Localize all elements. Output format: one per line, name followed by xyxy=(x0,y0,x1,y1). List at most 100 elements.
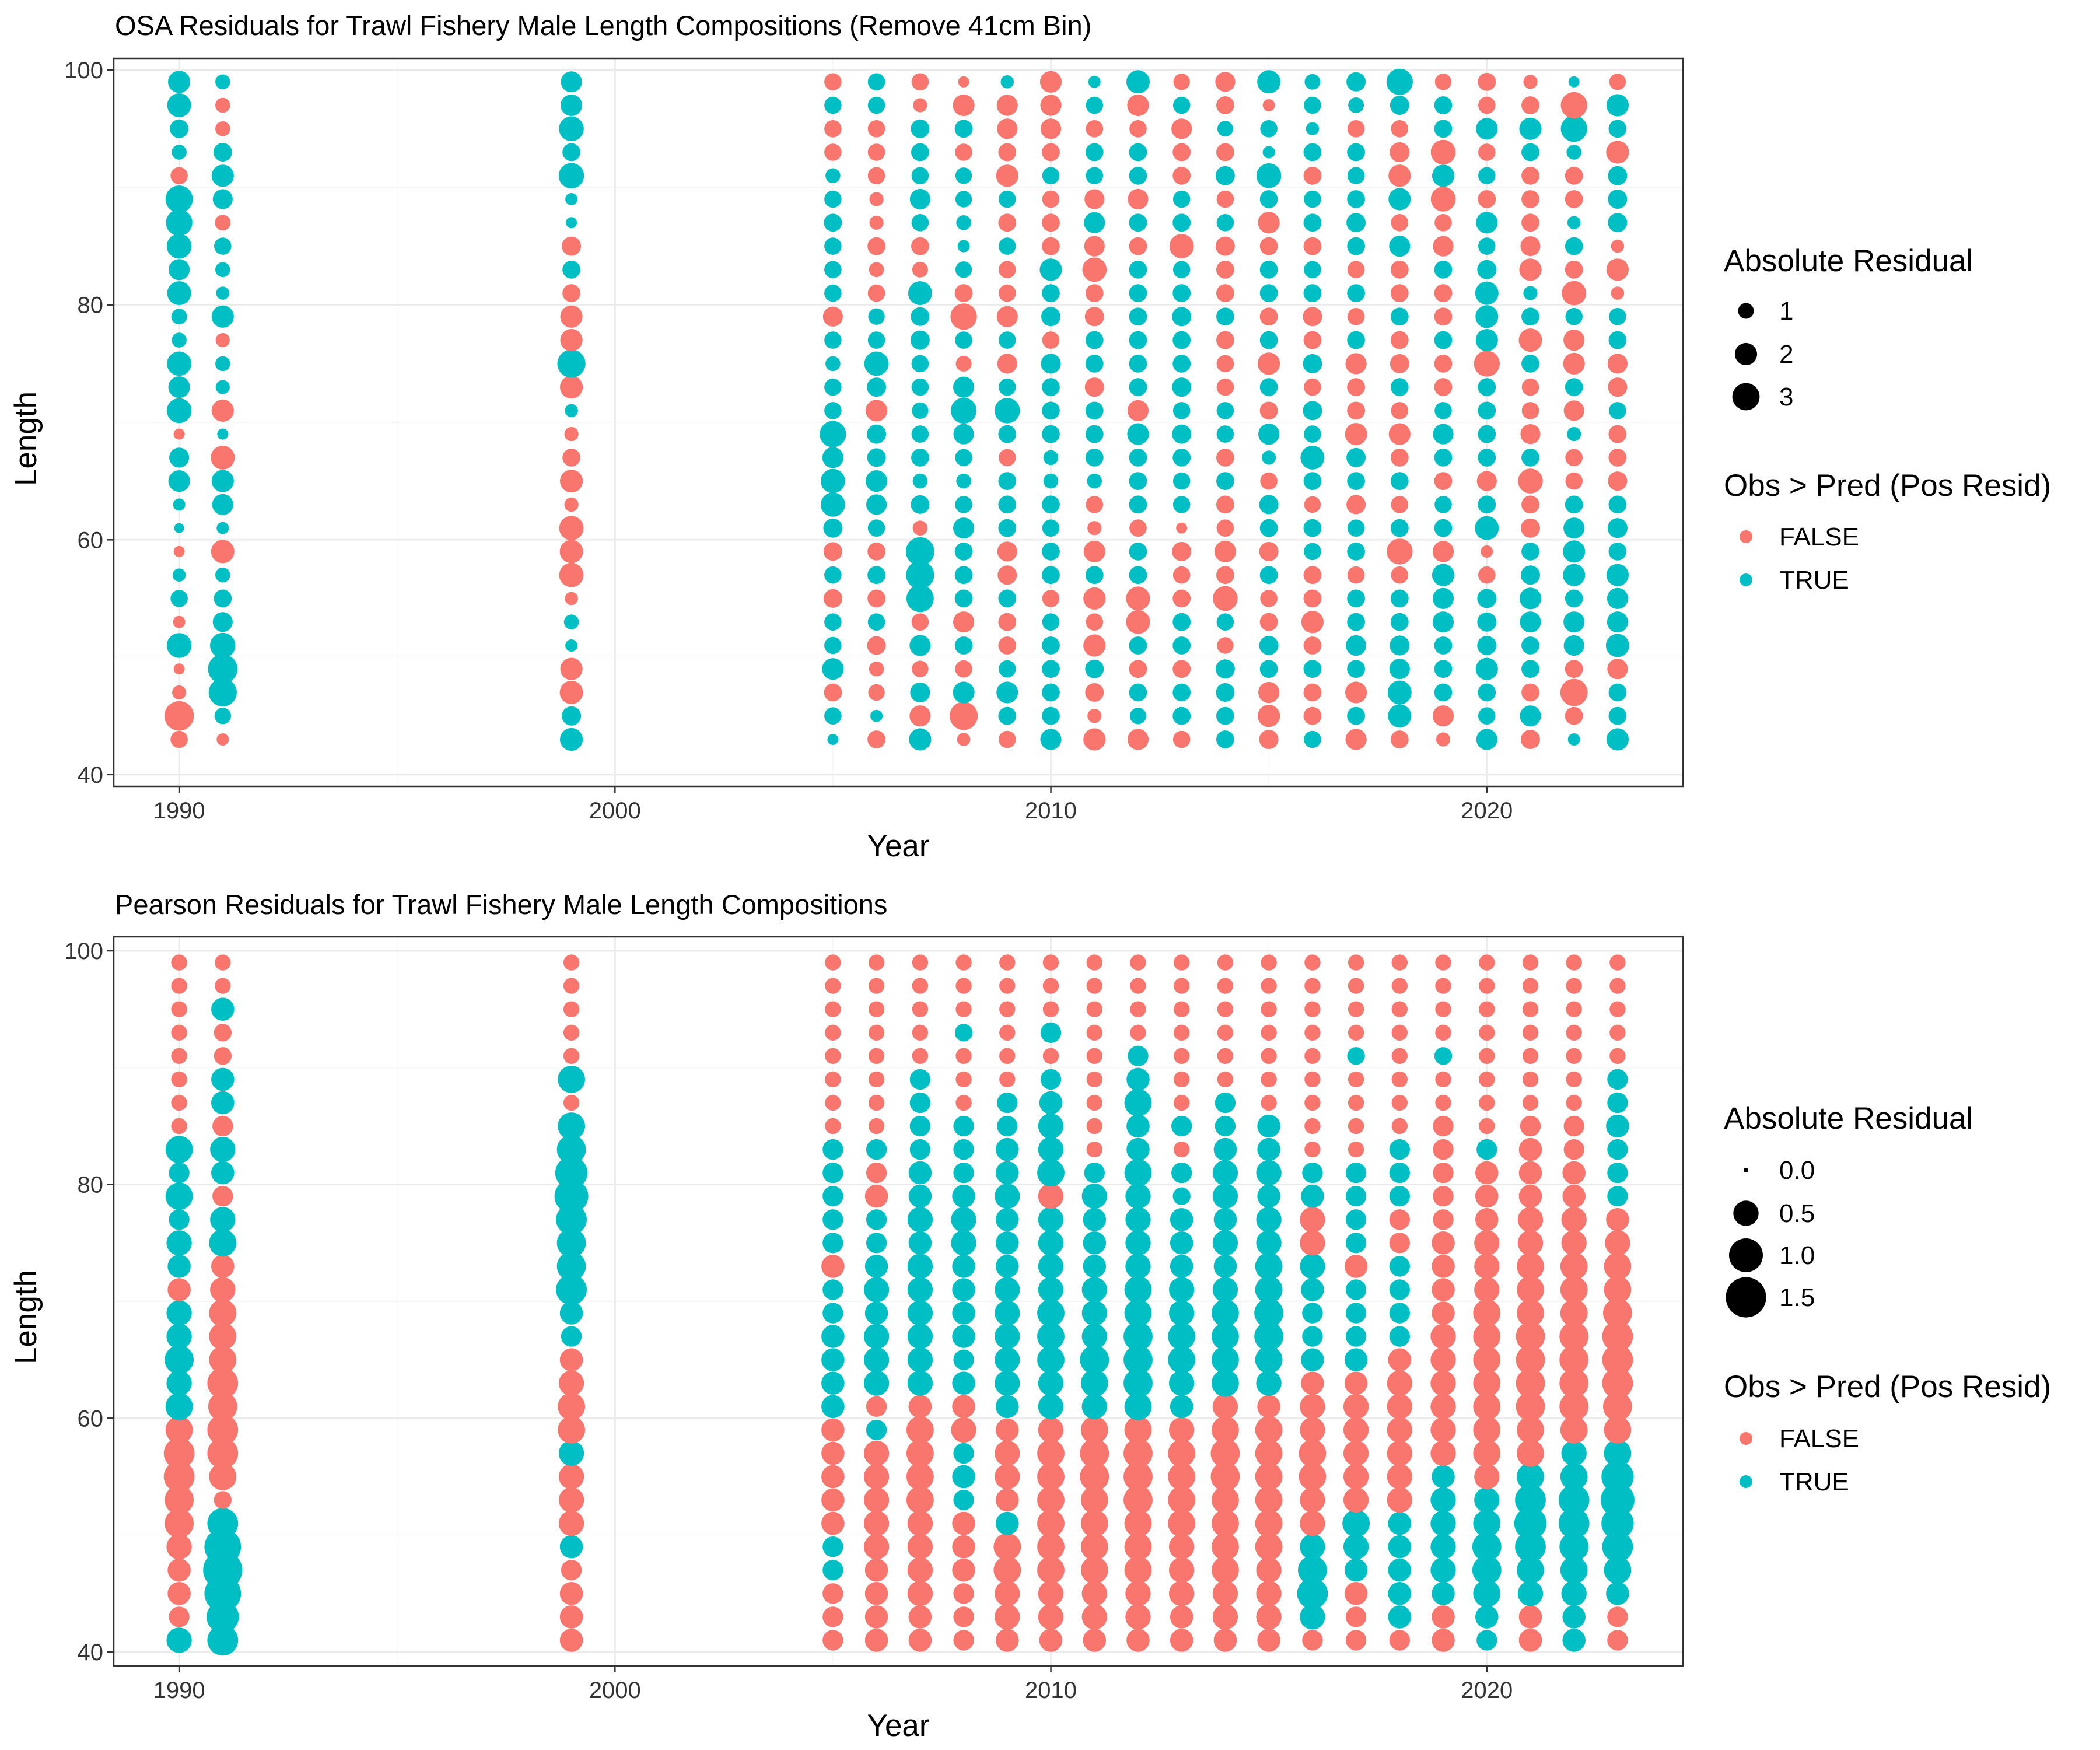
residual-point xyxy=(1347,284,1366,302)
residual-point xyxy=(1259,260,1278,279)
residual-point xyxy=(1476,1630,1497,1651)
residual-point xyxy=(215,74,230,90)
residual-point xyxy=(1346,635,1367,656)
residual-point xyxy=(1345,1606,1367,1628)
residual-point xyxy=(1434,96,1452,114)
residual-point xyxy=(956,355,972,372)
residual-point xyxy=(1560,1276,1588,1304)
residual-point xyxy=(1086,1118,1103,1135)
residual-point xyxy=(1516,1368,1545,1398)
residual-point xyxy=(1303,307,1322,327)
residual-point xyxy=(1080,1462,1110,1492)
residual-point xyxy=(1256,1604,1282,1630)
residual-point xyxy=(1172,261,1191,279)
residual-point xyxy=(1344,1255,1368,1278)
residual-point xyxy=(1475,1208,1499,1231)
residual-point xyxy=(1301,1184,1324,1208)
residual-point xyxy=(1522,954,1539,971)
residual-point xyxy=(166,1324,192,1349)
residual-point xyxy=(822,306,843,327)
pearson-size-legend-key xyxy=(1744,1168,1748,1172)
residual-point xyxy=(1389,1256,1410,1277)
residual-point xyxy=(1128,1045,1149,1067)
residual-point xyxy=(1129,166,1147,185)
residual-point xyxy=(1130,1001,1146,1017)
residual-point xyxy=(867,331,886,349)
residual-point xyxy=(1347,401,1366,420)
residual-point xyxy=(996,681,1019,704)
residual-point xyxy=(1217,1024,1234,1041)
residual-point xyxy=(911,119,930,138)
residual-point xyxy=(1042,683,1060,702)
residual-point xyxy=(1304,542,1321,561)
residual-point xyxy=(1303,636,1322,654)
residual-point xyxy=(1254,1298,1284,1328)
residual-point xyxy=(165,1416,193,1444)
residual-point xyxy=(1217,1048,1234,1065)
residual-point xyxy=(1172,683,1191,702)
residual-point xyxy=(1216,190,1234,208)
residual-point xyxy=(1432,1605,1455,1629)
residual-point xyxy=(1216,143,1234,162)
residual-point xyxy=(1259,636,1279,655)
residual-point xyxy=(559,1582,583,1605)
residual-point xyxy=(909,705,931,727)
residual-point xyxy=(1172,730,1191,748)
residual-point xyxy=(866,400,888,422)
pearson-legend-true-swatch xyxy=(1740,1475,1752,1488)
residual-point xyxy=(1434,307,1452,326)
residual-point xyxy=(1086,978,1103,994)
residual-point xyxy=(1607,518,1628,538)
residual-point xyxy=(822,1630,844,1651)
residual-point xyxy=(559,540,583,564)
residual-point xyxy=(956,1071,972,1088)
residual-point xyxy=(1564,190,1583,208)
residual-point xyxy=(907,1324,933,1349)
residual-point xyxy=(1084,189,1105,209)
residual-point xyxy=(1301,1348,1324,1371)
residual-point xyxy=(1124,1276,1152,1304)
residual-point xyxy=(558,1416,585,1444)
residual-point xyxy=(1303,566,1322,584)
residual-point xyxy=(1086,1071,1103,1088)
residual-point xyxy=(1086,167,1104,185)
residual-point xyxy=(867,589,886,608)
residual-point xyxy=(1430,1487,1456,1513)
residual-point xyxy=(559,1348,583,1371)
residual-point xyxy=(1258,424,1280,445)
residual-point xyxy=(1129,143,1147,162)
residual-point xyxy=(1517,1416,1544,1444)
residual-point xyxy=(1042,425,1060,443)
residual-point xyxy=(1475,1161,1499,1185)
residual-point xyxy=(912,1024,929,1041)
residual-point xyxy=(999,730,1016,748)
residual-point xyxy=(1605,634,1629,657)
residual-point xyxy=(1041,307,1060,327)
residual-point xyxy=(1086,1141,1103,1158)
residual-point xyxy=(1216,284,1234,302)
residual-point xyxy=(1040,71,1062,93)
residual-point xyxy=(211,998,235,1021)
residual-point xyxy=(1348,1118,1364,1135)
residual-point xyxy=(1261,1024,1277,1041)
residual-point xyxy=(863,1510,890,1536)
residual-point xyxy=(821,1488,845,1512)
residual-point xyxy=(1560,1416,1588,1444)
residual-point xyxy=(952,1535,975,1559)
residual-point xyxy=(1042,706,1060,725)
residual-point xyxy=(996,1418,1019,1442)
residual-point xyxy=(558,1112,585,1140)
residual-point xyxy=(1303,166,1322,185)
residual-point xyxy=(1558,1485,1590,1516)
residual-point xyxy=(1129,708,1147,724)
residual-point xyxy=(169,1162,190,1184)
residual-point xyxy=(1261,1094,1277,1111)
residual-point xyxy=(912,660,929,677)
residual-point xyxy=(1606,587,1628,609)
residual-point xyxy=(993,1556,1021,1584)
residual-point xyxy=(953,1489,974,1511)
residual-point xyxy=(1561,1581,1587,1606)
residual-point xyxy=(171,1024,187,1041)
residual-point xyxy=(1257,70,1281,94)
